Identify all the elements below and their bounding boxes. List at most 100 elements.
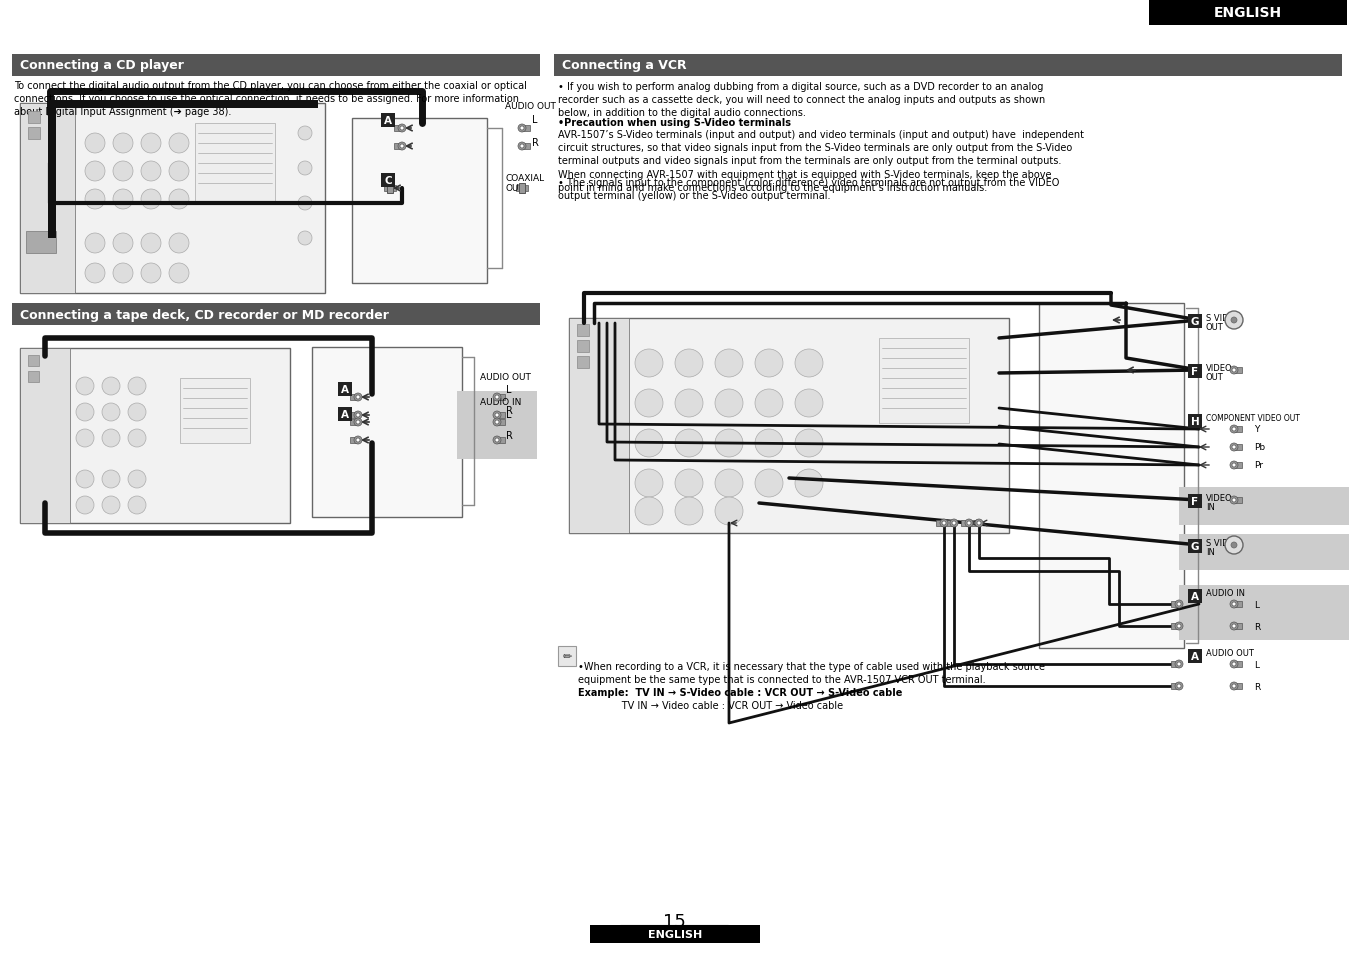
Bar: [569, 318, 1009, 534]
Circle shape: [169, 133, 189, 153]
Circle shape: [401, 127, 403, 131]
Circle shape: [298, 232, 312, 246]
Bar: [880, 338, 969, 423]
Bar: [496, 395, 505, 400]
Bar: [936, 520, 944, 526]
Circle shape: [1232, 369, 1236, 373]
Text: ENGLISH: ENGLISH: [648, 929, 701, 939]
Circle shape: [356, 414, 360, 417]
Bar: [522, 144, 530, 150]
Circle shape: [755, 470, 782, 497]
Circle shape: [76, 377, 94, 395]
Bar: [339, 382, 352, 396]
Bar: [387, 184, 393, 193]
Bar: [196, 124, 275, 204]
Bar: [349, 437, 357, 443]
Circle shape: [113, 162, 134, 182]
Bar: [1188, 589, 1202, 603]
Circle shape: [85, 133, 105, 153]
Bar: [49, 109, 57, 239]
Bar: [577, 325, 590, 336]
Circle shape: [103, 471, 120, 489]
Bar: [349, 395, 357, 400]
Bar: [1179, 535, 1349, 571]
Circle shape: [85, 264, 105, 284]
Circle shape: [76, 430, 94, 448]
Circle shape: [635, 470, 662, 497]
Bar: [1234, 444, 1242, 451]
Bar: [20, 349, 70, 523]
Circle shape: [128, 430, 146, 448]
Text: L: L: [1255, 659, 1259, 669]
Circle shape: [169, 233, 189, 253]
Bar: [558, 646, 576, 666]
Circle shape: [353, 436, 362, 444]
Bar: [1188, 495, 1202, 509]
Text: IN: IN: [1206, 547, 1215, 557]
Circle shape: [967, 521, 971, 525]
Bar: [1188, 415, 1202, 429]
Text: A: A: [341, 410, 349, 419]
Text: AUDIO OUT: AUDIO OUT: [480, 373, 532, 381]
Bar: [1188, 649, 1202, 663]
Circle shape: [169, 190, 189, 210]
Circle shape: [1175, 682, 1183, 690]
Text: ENGLISH: ENGLISH: [1214, 6, 1282, 20]
Circle shape: [1230, 367, 1238, 375]
Circle shape: [495, 414, 499, 417]
Circle shape: [755, 390, 782, 417]
Text: G: G: [1191, 541, 1199, 552]
Circle shape: [1176, 624, 1180, 628]
Text: VIDEO: VIDEO: [1206, 494, 1233, 502]
Circle shape: [795, 350, 823, 377]
Bar: [28, 355, 39, 367]
Circle shape: [113, 264, 134, 284]
Circle shape: [674, 350, 703, 377]
Circle shape: [715, 430, 743, 457]
Bar: [349, 419, 357, 426]
Bar: [179, 378, 250, 443]
Bar: [1171, 683, 1179, 689]
Bar: [554, 55, 1342, 77]
Bar: [971, 520, 979, 526]
Circle shape: [353, 412, 362, 419]
Bar: [380, 173, 395, 188]
Circle shape: [518, 125, 526, 132]
Text: Pr: Pr: [1255, 461, 1263, 470]
Circle shape: [635, 430, 662, 457]
Text: AUDIO OUT: AUDIO OUT: [1206, 648, 1253, 658]
Bar: [352, 119, 487, 284]
Circle shape: [755, 430, 782, 457]
Circle shape: [635, 350, 662, 377]
Circle shape: [103, 430, 120, 448]
Circle shape: [952, 521, 956, 525]
Circle shape: [298, 196, 312, 211]
Circle shape: [1230, 600, 1238, 608]
Circle shape: [1230, 426, 1238, 434]
Bar: [519, 184, 525, 193]
Text: Connecting a tape deck, CD recorder or MD recorder: Connecting a tape deck, CD recorder or M…: [20, 308, 389, 321]
Bar: [1234, 368, 1242, 374]
Bar: [1188, 539, 1202, 554]
Bar: [12, 304, 540, 326]
Circle shape: [495, 438, 499, 442]
Bar: [517, 186, 527, 192]
Text: S VIDEO: S VIDEO: [1206, 314, 1241, 323]
Circle shape: [1230, 443, 1238, 452]
Circle shape: [85, 162, 105, 182]
Circle shape: [977, 521, 981, 525]
Circle shape: [1232, 684, 1236, 688]
Bar: [312, 348, 461, 517]
Circle shape: [142, 264, 161, 284]
Circle shape: [356, 438, 360, 442]
Circle shape: [1232, 624, 1236, 628]
Circle shape: [1232, 463, 1236, 468]
Circle shape: [495, 395, 499, 399]
Circle shape: [103, 377, 120, 395]
Bar: [1171, 601, 1179, 607]
Circle shape: [85, 233, 105, 253]
Bar: [26, 232, 57, 253]
Circle shape: [113, 133, 134, 153]
Circle shape: [795, 390, 823, 417]
Circle shape: [950, 519, 958, 527]
